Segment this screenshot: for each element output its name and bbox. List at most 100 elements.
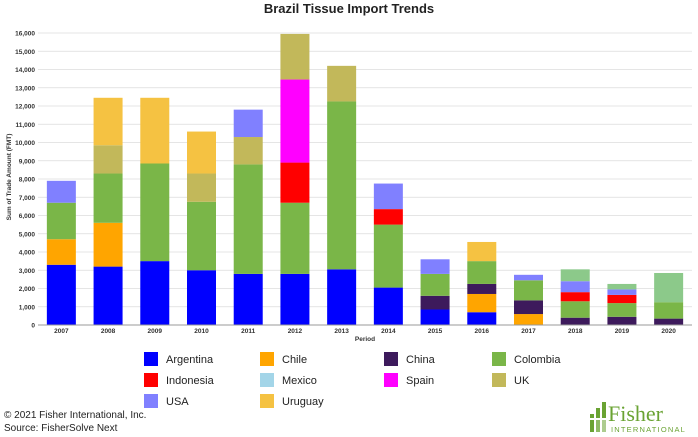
bar-segment bbox=[327, 101, 357, 270]
legend-swatch bbox=[492, 352, 506, 366]
x-tick-label: 2020 bbox=[661, 328, 676, 335]
bar-segment bbox=[280, 79, 310, 163]
bars bbox=[46, 33, 684, 325]
bar-segment bbox=[280, 33, 310, 80]
y-tick-label: 8,000 bbox=[19, 177, 36, 184]
bar-segment bbox=[467, 283, 497, 294]
bar-segment bbox=[607, 316, 637, 325]
bar-segment bbox=[607, 283, 637, 290]
bar-segment bbox=[373, 209, 403, 225]
legend-label: Chile bbox=[282, 354, 307, 366]
x-tick-label: 2009 bbox=[148, 328, 163, 335]
bar-segment bbox=[93, 266, 123, 325]
legend-swatch bbox=[384, 352, 398, 366]
logo-mark-icon bbox=[590, 402, 606, 432]
bar-segment bbox=[607, 289, 637, 295]
y-tick-label: 4,000 bbox=[19, 250, 36, 257]
bar-segment bbox=[420, 295, 450, 310]
bar-segment bbox=[46, 264, 76, 325]
bar-segment bbox=[373, 224, 403, 288]
legend-swatch bbox=[144, 394, 158, 408]
bar-segment bbox=[560, 317, 590, 325]
bar-segment bbox=[560, 292, 590, 302]
bar-segment bbox=[280, 162, 310, 203]
bar-segment bbox=[560, 281, 590, 293]
bar-segment bbox=[373, 183, 403, 210]
bar-segment bbox=[140, 97, 170, 164]
y-tick-label: 5,000 bbox=[19, 231, 36, 238]
legend-label: Uruguay bbox=[282, 396, 324, 408]
bar-segment bbox=[467, 312, 497, 325]
legend-label: China bbox=[406, 354, 436, 366]
chart-title: Brazil Tissue Import Trends bbox=[264, 1, 434, 16]
bar-segment bbox=[93, 173, 123, 223]
bar-segment bbox=[46, 202, 76, 240]
bar-segment bbox=[327, 65, 357, 102]
bar-segment bbox=[514, 300, 543, 315]
x-tick-label: 2008 bbox=[101, 328, 116, 335]
x-tick-label: 2014 bbox=[381, 328, 396, 335]
bar-segment bbox=[140, 163, 170, 262]
bar-segment bbox=[514, 280, 543, 301]
copyright-text: © 2021 Fisher International, Inc. bbox=[4, 410, 147, 421]
y-tick-label: 16,000 bbox=[15, 31, 35, 38]
source-text: Source: FisherSolve Next bbox=[4, 423, 118, 434]
x-axis-label: Period bbox=[355, 336, 375, 343]
y-tick-label: 14,000 bbox=[15, 67, 35, 74]
legend-swatch bbox=[384, 373, 398, 387]
x-tick-label: 2011 bbox=[241, 328, 255, 335]
legend-swatch bbox=[144, 352, 158, 366]
bar-segment bbox=[93, 145, 123, 174]
y-axis-ticks: 0 1,000 2,000 3,000 4,000 5,000 6,000 7,000 8,00… bbox=[15, 31, 35, 330]
y-tick-label: 3,000 bbox=[19, 268, 36, 275]
y-tick-label: 13,000 bbox=[15, 85, 35, 92]
y-tick-label: 2,000 bbox=[19, 286, 36, 293]
bar-segment bbox=[187, 131, 216, 174]
x-axis-ticks: 2007 2008 2009 2010 2011 2012 2013 2014 2015 2016… bbox=[54, 328, 676, 335]
bar-segment bbox=[607, 294, 637, 304]
bar-segment bbox=[467, 241, 497, 262]
bar-segment bbox=[560, 269, 590, 282]
bar-segment bbox=[280, 202, 310, 274]
y-tick-label: 11,000 bbox=[15, 122, 35, 129]
legend-label: UK bbox=[514, 375, 530, 387]
bar-segment bbox=[420, 309, 450, 325]
bar-segment bbox=[654, 272, 684, 303]
legend-swatch bbox=[260, 352, 274, 366]
legend-label: Argentina bbox=[166, 354, 214, 366]
x-tick-label: 2007 bbox=[54, 328, 69, 335]
legend-swatch bbox=[260, 373, 274, 387]
bar-segment bbox=[93, 222, 123, 267]
legend-label: Colombia bbox=[514, 354, 561, 366]
fisher-logo: Fisher INTERNATIONAL bbox=[590, 401, 686, 434]
y-tick-label: 15,000 bbox=[15, 49, 35, 56]
legend-swatch bbox=[492, 373, 506, 387]
bar-segment bbox=[187, 201, 216, 271]
y-tick-label: 1,000 bbox=[19, 304, 36, 311]
bar-segment bbox=[607, 303, 637, 317]
legend-swatch bbox=[260, 394, 274, 408]
legend-label: USA bbox=[166, 396, 189, 408]
bar-segment bbox=[187, 173, 216, 202]
bar-segment bbox=[280, 273, 310, 325]
bar-segment bbox=[420, 259, 450, 274]
bar-segment bbox=[327, 269, 357, 325]
x-tick-label: 2013 bbox=[334, 328, 349, 335]
bar-segment bbox=[654, 318, 684, 325]
x-tick-label: 2019 bbox=[615, 328, 630, 335]
bar-segment bbox=[46, 239, 76, 265]
bar-segment bbox=[233, 273, 263, 325]
logo-sub: INTERNATIONAL bbox=[611, 425, 686, 434]
bar-segment bbox=[233, 137, 263, 165]
bar-segment bbox=[233, 109, 263, 138]
bar-segment bbox=[46, 180, 76, 203]
logo-name: Fisher bbox=[608, 401, 664, 426]
legend-label: Indonesia bbox=[166, 375, 215, 387]
bar-segment bbox=[467, 261, 497, 284]
bar-segment bbox=[140, 261, 170, 325]
x-tick-label: 2018 bbox=[568, 328, 583, 335]
x-tick-label: 2017 bbox=[521, 328, 536, 335]
legend-label: Spain bbox=[406, 375, 434, 387]
y-tick-label: 0 bbox=[31, 323, 35, 330]
